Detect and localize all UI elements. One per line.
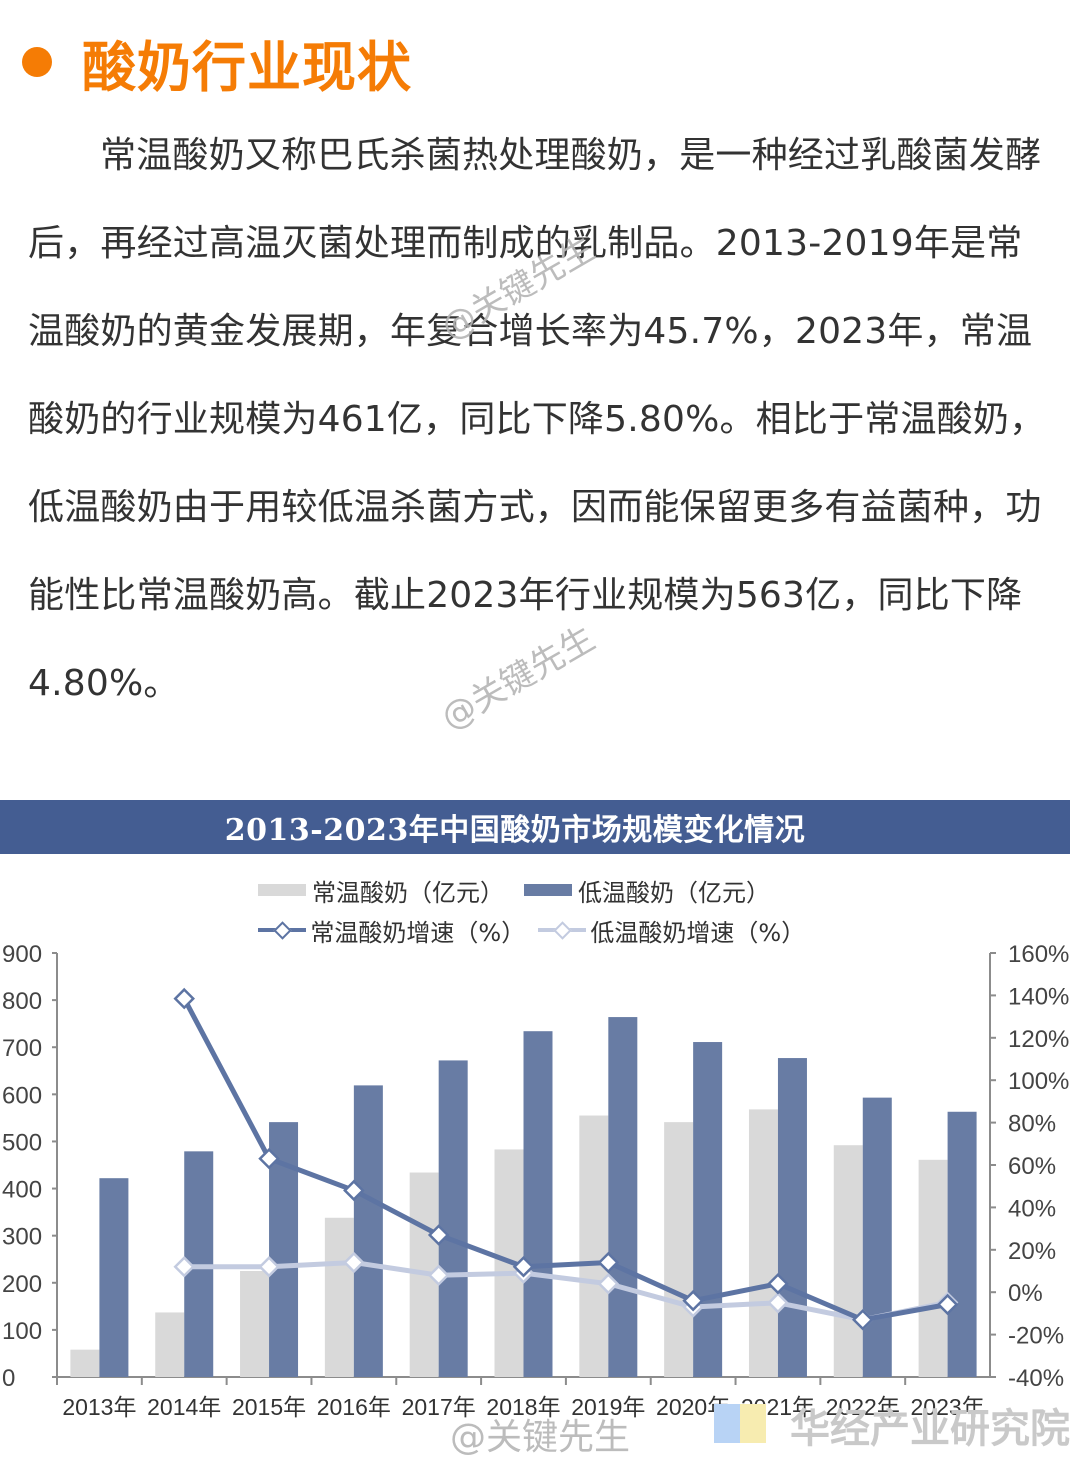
line-point-diamond-icon	[682, 1289, 704, 1312]
line-point-diamond-icon	[258, 1255, 280, 1278]
legend-line-diamond-icon	[538, 921, 586, 940]
legend-item-ambient-yogurt: 常温酸奶（亿元）	[258, 873, 504, 908]
section-heading: 酸奶行业现状	[22, 22, 412, 102]
y-right-tick-label: 0%	[1008, 1280, 1043, 1307]
y-left-tick-label: 900	[2, 941, 42, 968]
source-logo-icon	[740, 1404, 766, 1443]
line-point-diamond-icon	[173, 987, 195, 1010]
y-right-tick-label: 60%	[1008, 1153, 1056, 1180]
bar	[324, 1217, 354, 1377]
legend-item-ambient-growth: 常温酸奶增速（%）	[258, 913, 525, 948]
line-point-diamond-icon	[258, 1147, 280, 1170]
chart-title: 2013-2023年中国酸奶市场规模变化情况	[224, 813, 806, 848]
bar	[918, 1159, 948, 1377]
y-right-tick-label: 20%	[1008, 1238, 1056, 1265]
y-right-tick-label: 40%	[1008, 1195, 1056, 1222]
bar	[833, 1145, 863, 1377]
x-tick-label: 2018年	[486, 1394, 560, 1420]
bar	[70, 1349, 100, 1377]
article-paragraph: 常温酸奶又称巴氏杀菌热处理酸奶，是一种经过乳酸菌发酵后，再经过高温灭菌处理而制成…	[28, 135, 1046, 704]
chart-title-bar: 2013-2023年中国酸奶市场规模变化情况	[0, 800, 1070, 854]
bar	[155, 1312, 185, 1377]
legend-item-chilled-yogurt: 低温酸奶（亿元）	[524, 873, 770, 908]
legend-bar-swatch-icon	[524, 884, 572, 896]
line-point-diamond-icon	[852, 1308, 874, 1331]
y-left-tick-label: 700	[2, 1035, 42, 1062]
line-point-diamond-icon	[173, 1255, 195, 1278]
y-left-tick-label: 500	[2, 1129, 42, 1156]
y-left-tick-label: 800	[2, 988, 42, 1015]
bar	[240, 1271, 270, 1377]
section-title: 酸奶行业现状	[82, 34, 412, 99]
y-left-tick-label: 600	[2, 1082, 42, 1109]
bar	[777, 1058, 807, 1377]
bar	[947, 1111, 977, 1377]
source-watermark: 华经产业研究院	[790, 1406, 1070, 1452]
bar	[748, 1109, 778, 1377]
bar	[99, 1178, 129, 1377]
y-left-tick-label: 0	[2, 1365, 15, 1392]
x-tick-label: 2016年	[317, 1394, 391, 1420]
legend-bar-swatch-icon	[258, 884, 306, 896]
y-right-tick-label: 160%	[1008, 941, 1069, 968]
x-tick-label: 2019年	[571, 1394, 645, 1420]
line-point-diamond-icon	[427, 1264, 450, 1287]
legend-line-diamond-icon	[258, 921, 306, 940]
line-point-diamond-icon	[597, 1251, 620, 1274]
line-point-diamond-icon	[597, 1272, 620, 1295]
y-right-tick-label: -40%	[1008, 1365, 1064, 1392]
line-point-diamond-icon	[936, 1293, 959, 1316]
y-left-tick-label: 300	[2, 1224, 42, 1251]
line-point-diamond-icon	[767, 1292, 789, 1314]
x-tick-label: 2022年	[826, 1394, 900, 1420]
chart-container: 2013-2023年中国酸奶市场规模变化情况 900 800 700 600 500 40…	[0, 800, 1080, 1458]
bar	[608, 1017, 638, 1377]
x-tick-label: 2023年	[911, 1394, 985, 1420]
y-left-tick-label: 400	[2, 1177, 42, 1204]
y-left-tick-label: 100	[2, 1318, 42, 1345]
x-tick-label: 2014年	[147, 1394, 221, 1420]
line-point-diamond-icon	[343, 1179, 365, 1202]
bar	[664, 1122, 694, 1377]
x-tick-label: 2013年	[62, 1394, 136, 1420]
source-logo-icon	[714, 1404, 740, 1443]
bar	[523, 1031, 553, 1377]
y-right-tick-label: -20%	[1008, 1323, 1064, 1350]
legend-item-chilled-growth: 低温酸奶增速（%）	[538, 913, 805, 948]
y-left-tick-label: 200	[2, 1271, 42, 1298]
line-point-diamond-icon	[512, 1255, 535, 1278]
y-right-tick-label: 100%	[1008, 1068, 1069, 1095]
line-point-diamond-icon	[767, 1272, 789, 1295]
bullet-dot-icon	[22, 47, 52, 77]
y-right-tick-label: 120%	[1008, 1026, 1069, 1053]
y-right-tick-label: 80%	[1008, 1111, 1056, 1138]
bar	[862, 1097, 892, 1377]
x-tick-label: 2015年	[232, 1394, 306, 1420]
line-point-diamond-icon	[343, 1251, 365, 1274]
chart-legend: 常温酸奶（亿元） 低温酸奶（亿元） 常温酸奶增速（%） 低温酸奶增速（%）	[258, 870, 818, 950]
y-right-tick-label: 140%	[1008, 983, 1069, 1010]
x-tick-label: 2017年	[402, 1394, 476, 1420]
line-point-diamond-icon	[427, 1224, 450, 1246]
bar	[353, 1085, 383, 1377]
bar	[438, 1060, 468, 1377]
bar	[693, 1042, 723, 1377]
bar	[579, 1115, 609, 1377]
